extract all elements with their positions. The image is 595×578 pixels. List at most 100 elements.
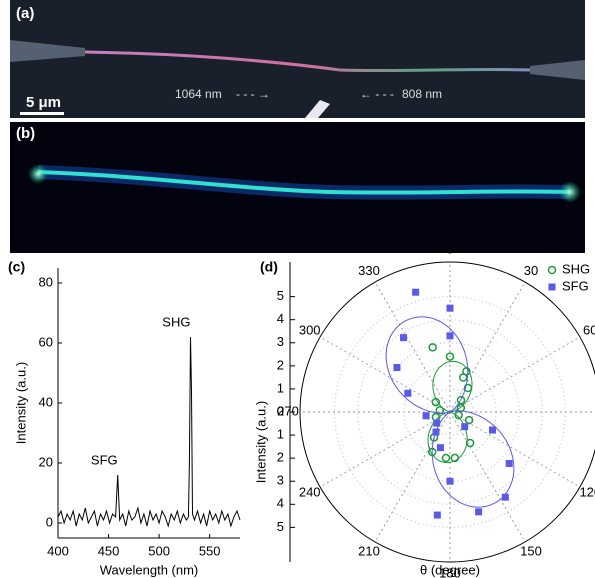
marker: [441, 453, 451, 463]
y-tick-label: 0: [46, 514, 53, 529]
r-tick-label: 0: [277, 403, 284, 418]
panel-label: (c): [8, 259, 25, 275]
marker: [446, 304, 454, 312]
x-tick-label: 500: [148, 543, 170, 558]
marker: [433, 419, 441, 427]
grid-line: [449, 411, 526, 543]
reflection: [305, 100, 330, 118]
theta-tick-label: 60: [583, 322, 595, 337]
grid-circle: [426, 388, 474, 436]
r-tick-label: 1: [277, 427, 284, 442]
marker: [461, 423, 469, 431]
fiber-left: [10, 40, 85, 62]
legend-label: SHG: [562, 261, 590, 276]
x-tick-label: 400: [47, 543, 69, 558]
marker: [450, 453, 460, 463]
r-tick-label: 4: [277, 311, 284, 326]
theta-tick-label: 0: [446, 241, 453, 256]
marker: [436, 444, 444, 452]
r-tick-label: 3: [277, 473, 284, 488]
marker: [488, 426, 496, 434]
legend-marker: [547, 265, 557, 275]
y-tick-label: 60: [39, 334, 53, 349]
marker: [465, 438, 475, 448]
marker: [433, 511, 441, 519]
marker: [475, 508, 483, 516]
y-tick-label: 20: [39, 454, 53, 469]
r-tick-label: 2: [277, 357, 284, 372]
marker: [432, 428, 440, 436]
theta-tick-label: 150: [520, 544, 542, 559]
marker: [454, 410, 463, 420]
arrow: ← - - -: [360, 87, 394, 101]
outer-circle: [299, 261, 595, 563]
marker: [501, 493, 509, 501]
theta-tick-label: 210: [358, 544, 380, 559]
spot: [559, 181, 581, 203]
arrow-label: 808 nm: [402, 87, 442, 101]
marker: [431, 397, 441, 407]
marker: [505, 459, 513, 467]
scale-bar: [20, 112, 64, 115]
arrow-label: 1064 nm: [175, 87, 222, 101]
marker: [445, 352, 455, 361]
annotation: SHG: [162, 314, 190, 329]
marker: [422, 412, 430, 420]
legend-marker: [548, 283, 556, 291]
arrow: - - - →: [236, 87, 270, 101]
grid-line: [374, 281, 451, 413]
marker: [456, 395, 466, 405]
marker: [464, 415, 474, 425]
panel-label: (d): [260, 259, 278, 275]
r-tick-label: 5: [277, 519, 284, 534]
theta-tick-label: 300: [299, 322, 321, 337]
y-axis-label: Intensity (a.u.): [13, 362, 28, 444]
theta-tick-label: 270: [277, 403, 299, 418]
grid-line: [319, 411, 451, 488]
x-tick-label: 450: [98, 543, 120, 558]
marker: [463, 383, 473, 393]
r-tick-label: 3: [277, 334, 284, 349]
theta-tick-label: 330: [358, 263, 380, 278]
grid-line: [449, 411, 581, 488]
theta-tick-label: 30: [524, 263, 538, 278]
marker: [393, 363, 401, 371]
marker: [435, 405, 445, 415]
r-tick-label: 2: [277, 450, 284, 465]
annotation: SFG: [91, 452, 118, 467]
legend-label: SFG: [562, 278, 589, 293]
panel-label: (b): [16, 125, 35, 142]
theta-axis-label: θ (degree): [420, 562, 480, 577]
spectrum: [57, 336, 241, 528]
grid-circle: [334, 296, 566, 528]
marker: [446, 477, 454, 485]
spot: [28, 164, 48, 184]
theta-tick-label: 180: [439, 565, 461, 578]
r-tick-label: 5: [277, 288, 284, 303]
x-axis-label: Wavelength (nm): [100, 562, 199, 577]
r-tick-label: 4: [277, 496, 284, 511]
marker: [428, 343, 437, 352]
scale-bar-label: 5 μm: [26, 94, 61, 111]
marker: [400, 334, 408, 342]
image-a: [10, 0, 585, 118]
fiber-right: [530, 60, 585, 80]
r-tick-label: 1: [277, 380, 284, 395]
r-tick-label: 0: [277, 403, 284, 418]
grid-circle: [357, 319, 543, 505]
panel-label: (a): [16, 5, 34, 22]
marker: [458, 373, 468, 382]
marker: [446, 332, 454, 340]
r-axis-label: Intensity (a.u.): [253, 401, 268, 483]
x-tick-label: 550: [199, 543, 221, 558]
y-tick-label: 40: [39, 394, 53, 409]
chart-d: (d)0306090120150180210240270300330001122…: [253, 241, 595, 578]
nanowire: [84, 50, 531, 73]
marker: [412, 288, 420, 296]
theta-tick-label: 120: [579, 484, 595, 499]
theta-tick-label: 240: [299, 484, 321, 499]
y-tick-label: 80: [39, 274, 53, 289]
fit-curve: [385, 316, 515, 508]
